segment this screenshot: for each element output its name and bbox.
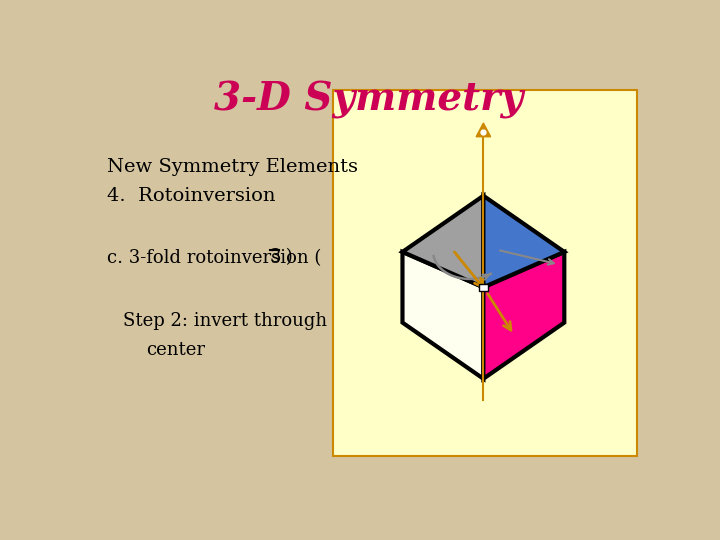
Text: 4.  Rotoinversion: 4. Rotoinversion [107, 187, 275, 205]
Polygon shape [483, 196, 564, 287]
Text: 3-D Symmetry: 3-D Symmetry [215, 81, 523, 119]
Text: 3: 3 [270, 248, 282, 266]
Text: New Symmetry Elements: New Symmetry Elements [107, 158, 358, 176]
Text: c. 3-fold rotoinversion (: c. 3-fold rotoinversion ( [107, 249, 327, 267]
FancyBboxPatch shape [333, 90, 637, 456]
Polygon shape [402, 196, 483, 287]
Text: Step 2: invert through: Step 2: invert through [124, 312, 328, 329]
Text: center: center [145, 341, 204, 359]
Polygon shape [402, 252, 483, 379]
FancyBboxPatch shape [479, 284, 488, 291]
Polygon shape [476, 123, 490, 137]
Polygon shape [483, 252, 564, 379]
Text: ): ) [280, 248, 292, 266]
